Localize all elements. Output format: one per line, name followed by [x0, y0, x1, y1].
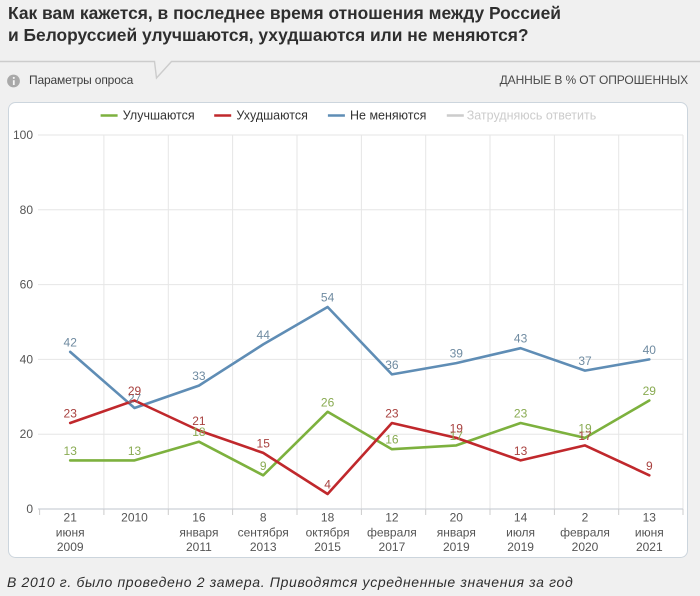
svg-text:2010: 2010 [121, 511, 148, 525]
svg-text:января: января [437, 525, 476, 539]
svg-text:18: 18 [321, 511, 335, 525]
svg-text:42: 42 [64, 335, 78, 349]
svg-text:февраля: февраля [560, 525, 610, 539]
svg-text:2017: 2017 [379, 540, 406, 554]
svg-text:16: 16 [385, 433, 399, 447]
svg-text:2021: 2021 [636, 540, 663, 554]
svg-text:26: 26 [321, 395, 335, 409]
svg-text:15: 15 [257, 436, 271, 450]
svg-text:2015: 2015 [314, 540, 341, 554]
svg-text:2: 2 [582, 511, 589, 525]
svg-text:17: 17 [450, 429, 464, 443]
svg-text:2019: 2019 [507, 540, 534, 554]
svg-text:9: 9 [646, 459, 653, 473]
svg-text:60: 60 [20, 278, 34, 292]
svg-text:16: 16 [192, 511, 206, 525]
svg-text:19: 19 [450, 421, 464, 435]
svg-text:13: 13 [514, 444, 528, 458]
svg-text:2009: 2009 [57, 540, 84, 554]
svg-text:23: 23 [514, 407, 528, 421]
svg-text:9: 9 [260, 459, 267, 473]
svg-text:21: 21 [192, 414, 206, 428]
svg-text:54: 54 [321, 291, 335, 305]
svg-text:36: 36 [385, 358, 399, 372]
svg-text:43: 43 [514, 332, 528, 346]
svg-text:июня: июня [635, 525, 664, 539]
svg-text:2011: 2011 [186, 540, 212, 554]
svg-text:14: 14 [514, 511, 528, 525]
svg-text:июня: июня [56, 525, 85, 539]
svg-text:37: 37 [578, 354, 592, 368]
svg-text:января: января [179, 525, 218, 539]
svg-text:18: 18 [192, 425, 206, 439]
svg-text:8: 8 [260, 511, 267, 525]
svg-text:29: 29 [643, 384, 657, 398]
svg-text:сентября: сентября [238, 525, 289, 539]
svg-text:17: 17 [578, 429, 592, 443]
svg-text:0: 0 [26, 502, 33, 516]
svg-text:Затрудняюсь ответить: Затрудняюсь ответить [467, 109, 597, 123]
svg-text:44: 44 [257, 328, 271, 342]
svg-text:40: 40 [20, 352, 34, 366]
svg-text:29: 29 [128, 384, 142, 398]
svg-text:октября: октября [306, 525, 350, 539]
svg-text:21: 21 [64, 511, 78, 525]
svg-text:20: 20 [450, 511, 464, 525]
svg-text:23: 23 [385, 407, 399, 421]
svg-text:20: 20 [20, 427, 34, 441]
svg-text:40: 40 [643, 343, 657, 357]
svg-text:33: 33 [192, 369, 206, 383]
svg-text:февраля: февраля [367, 525, 417, 539]
svg-text:июля: июля [506, 525, 535, 539]
svg-text:2020: 2020 [572, 540, 599, 554]
svg-text:13: 13 [64, 444, 78, 458]
svg-text:2013: 2013 [250, 540, 277, 554]
svg-text:4: 4 [324, 478, 331, 492]
svg-text:39: 39 [450, 347, 464, 361]
svg-text:80: 80 [20, 203, 34, 217]
svg-text:19: 19 [578, 421, 592, 435]
svg-text:23: 23 [64, 407, 78, 421]
svg-text:12: 12 [385, 511, 399, 525]
svg-text:100: 100 [13, 128, 33, 142]
svg-text:13: 13 [128, 444, 142, 458]
svg-text:27: 27 [128, 392, 142, 406]
svg-text:Улучшаются: Улучшаются [123, 109, 195, 123]
svg-text:13: 13 [643, 511, 657, 525]
svg-text:Ухудшаются: Ухудшаются [236, 109, 307, 123]
svg-text:2019: 2019 [443, 540, 470, 554]
svg-text:Не меняются: Не меняются [350, 109, 426, 123]
